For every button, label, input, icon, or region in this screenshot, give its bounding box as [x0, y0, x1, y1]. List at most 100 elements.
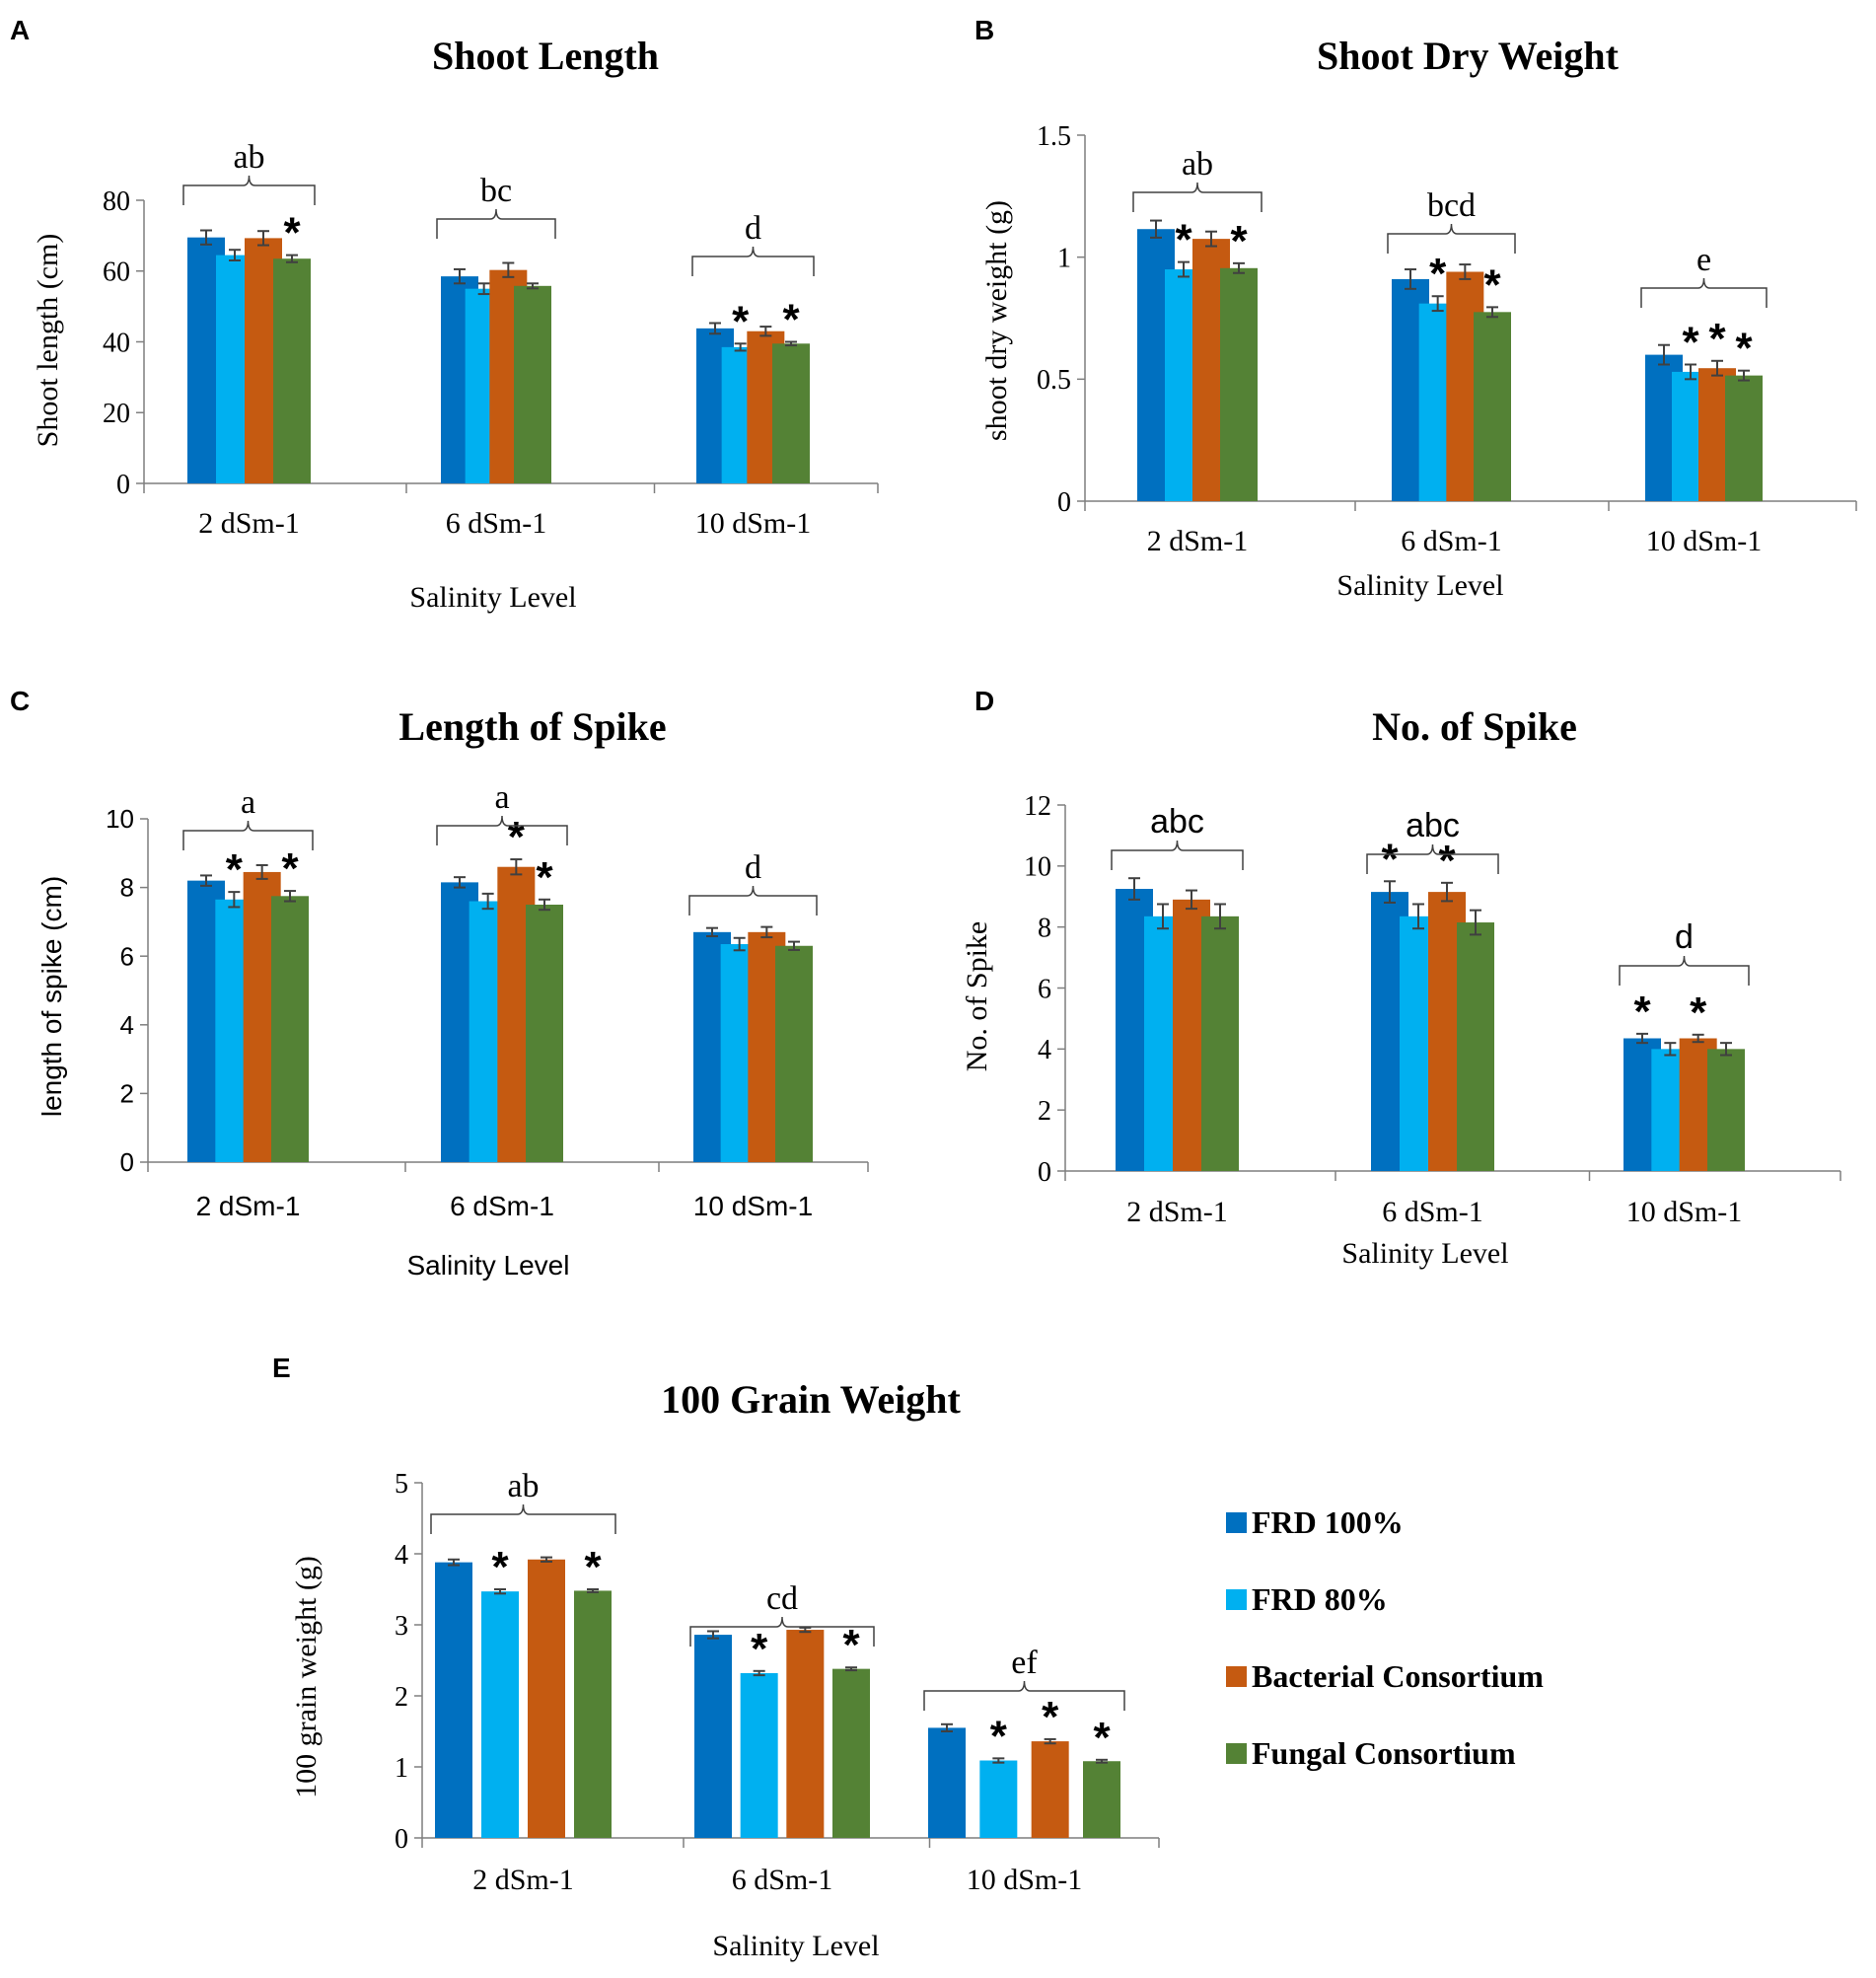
group-letter: abc — [1406, 807, 1460, 844]
group-letter: cd — [766, 1580, 798, 1617]
x-tick-label: 2 dSm-1 — [472, 1864, 574, 1896]
y-axis-label: length of spike (cm) — [36, 876, 67, 1117]
group-letter: ab — [233, 139, 264, 176]
group-brace — [1387, 223, 1516, 254]
legend-label: Bacterial Consortium — [1252, 1658, 1544, 1694]
group-brace — [1132, 182, 1263, 212]
significance-star: * — [508, 813, 526, 861]
significance-star: * — [1429, 250, 1447, 298]
group-letter: d — [745, 210, 761, 247]
panel-letter: E — [272, 1353, 291, 1383]
y-tick-label: 4 — [395, 1540, 408, 1571]
significance-star: * — [1042, 1693, 1059, 1741]
significance-star: * — [1438, 837, 1456, 885]
x-axis-label: Salinity Level — [712, 1930, 879, 1962]
x-tick-label: 6 dSm-1 — [450, 1191, 554, 1221]
group-letter: abc — [1150, 803, 1204, 841]
x-tick-label: 6 dSm-1 — [1401, 525, 1502, 557]
bar — [928, 1727, 966, 1838]
group-brace — [430, 1503, 616, 1534]
group-letter: a — [241, 784, 255, 821]
bar — [1707, 1049, 1745, 1171]
x-tick-label: 2 dSm-1 — [196, 1191, 301, 1221]
bar — [1201, 916, 1239, 1171]
y-tick-label: 0 — [116, 470, 130, 500]
group-letter: a — [494, 779, 509, 816]
y-tick-label: 0 — [395, 1824, 408, 1855]
x-tick-label: 2 dSm-1 — [198, 507, 300, 540]
x-tick-label: 2 dSm-1 — [1147, 525, 1249, 557]
group-brace — [436, 208, 556, 239]
y-tick-label: 10 — [1024, 852, 1051, 883]
bar — [271, 896, 309, 1162]
significance-star: * — [1690, 989, 1707, 1037]
y-tick-label: 1 — [1057, 243, 1071, 273]
group-letter: ab — [507, 1468, 539, 1504]
x-tick-label: 10 dSm-1 — [695, 507, 812, 540]
group-letter: d — [1675, 918, 1694, 956]
group-brace — [923, 1680, 1125, 1711]
y-tick-label: 1 — [395, 1753, 408, 1784]
significance-star: * — [782, 296, 800, 344]
panel-d-no-of-spike: D No. of Spike 0 2 4 6 8 10 12 No. of Spike Sali… — [961, 686, 1841, 1270]
group-brace — [436, 815, 568, 845]
bar — [1220, 267, 1258, 501]
legend-item-frd-80: FRD 80% — [1226, 1581, 1388, 1617]
legend-swatch — [1226, 1743, 1247, 1764]
chart-title: 100 Grain Weight — [661, 1377, 961, 1422]
group-brace — [691, 246, 815, 276]
bar — [528, 1559, 565, 1838]
group-brace — [1619, 955, 1750, 986]
legend-swatch — [1226, 1512, 1247, 1533]
legend: FRD 100% FRD 80% Bacterial Consortium Fu… — [1226, 1504, 1544, 1771]
panel-b-shoot-dry-weight: B Shoot Dry Weight 0 0.5 1 1.5 shoot dry wei… — [974, 15, 1857, 602]
y-tick-label: 0 — [1038, 1157, 1051, 1188]
group-brace — [1111, 840, 1244, 870]
significance-star: * — [732, 297, 750, 345]
x-tick-label: 10 dSm-1 — [967, 1864, 1083, 1896]
x-tick-label: 10 dSm-1 — [693, 1191, 813, 1221]
x-axis-label: Salinity Level — [1336, 569, 1503, 602]
y-tick-label: 12 — [1024, 791, 1051, 822]
panel-letter: B — [974, 15, 994, 45]
y-tick-label: 4 — [1038, 1035, 1051, 1065]
significance-star: * — [1633, 988, 1651, 1036]
group-letter: ab — [1182, 146, 1213, 183]
significance-star: * — [491, 1543, 509, 1591]
panel-e-100-grain-weight: E 100 Grain Weight 0 1 2 3 4 5 100 grain weigh… — [272, 1353, 1160, 1962]
bar — [979, 1760, 1018, 1838]
x-axis-label: Salinity Level — [407, 1250, 570, 1281]
bar — [832, 1668, 870, 1838]
significance-star: * — [1093, 1714, 1111, 1762]
significance-star: * — [1230, 217, 1248, 265]
y-tick-label: 4 — [120, 1010, 134, 1040]
x-tick-label: 6 dSm-1 — [732, 1864, 833, 1896]
y-tick-label: 0 — [1057, 487, 1071, 518]
bar — [786, 1630, 825, 1838]
y-tick-label: 2 — [1038, 1096, 1051, 1127]
bar — [740, 1672, 778, 1838]
group-letter: d — [745, 849, 761, 886]
y-tick-label: 0.5 — [1037, 365, 1071, 396]
group-brace — [1366, 843, 1499, 874]
x-tick-label: 6 dSm-1 — [1382, 1196, 1483, 1228]
bar — [1031, 1741, 1069, 1838]
panel-c-length-of-spike: C Length of Spike 0 2 4 6 8 10 length of spike… — [10, 686, 869, 1281]
significance-star: * — [990, 1712, 1008, 1760]
chart-title: Shoot Dry Weight — [1317, 34, 1620, 78]
y-tick-label: 3 — [395, 1611, 408, 1642]
group-brace — [182, 175, 316, 205]
bar — [526, 905, 563, 1162]
legend-label: FRD 100% — [1252, 1504, 1404, 1540]
significance-star: * — [751, 1625, 768, 1673]
x-axis-label: Salinity Level — [1341, 1237, 1508, 1270]
legend-swatch — [1226, 1666, 1247, 1687]
group-letter: bcd — [1427, 187, 1476, 224]
bar — [1725, 375, 1763, 501]
significance-star: * — [1483, 260, 1501, 309]
y-axis-label: 100 grain weight (g) — [290, 1556, 323, 1798]
chart-title: No. of Spike — [1372, 704, 1577, 749]
group-brace — [182, 820, 314, 850]
legend-label: Fungal Consortium — [1252, 1735, 1516, 1771]
